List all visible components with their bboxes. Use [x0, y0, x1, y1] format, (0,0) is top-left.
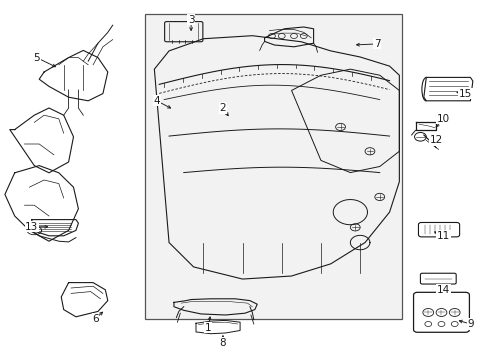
Bar: [145, 14, 402, 319]
Text: 5: 5: [33, 53, 40, 63]
Text: 10: 10: [437, 114, 450, 124]
Text: 11: 11: [437, 231, 450, 241]
Text: 6: 6: [92, 314, 99, 324]
Text: 2: 2: [220, 103, 226, 113]
Text: 13: 13: [25, 222, 39, 232]
Text: 15: 15: [459, 89, 472, 99]
Text: 7: 7: [374, 39, 381, 49]
Text: 3: 3: [188, 15, 195, 25]
Text: 14: 14: [437, 285, 450, 295]
Text: 4: 4: [153, 96, 160, 106]
Text: 8: 8: [220, 338, 226, 348]
Text: 9: 9: [467, 319, 474, 329]
Text: 12: 12: [429, 135, 443, 145]
Text: 1: 1: [205, 323, 212, 333]
